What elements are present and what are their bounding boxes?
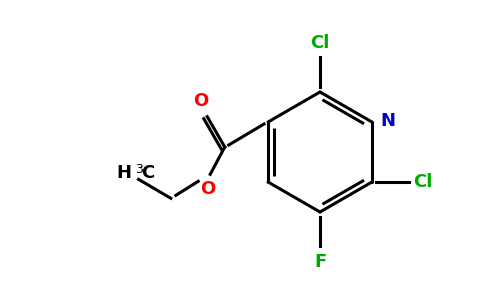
Text: F: F — [314, 253, 326, 271]
Text: O: O — [194, 92, 209, 110]
Text: Cl: Cl — [310, 34, 330, 52]
Text: H: H — [117, 164, 132, 182]
Text: O: O — [200, 180, 216, 198]
Text: Cl: Cl — [413, 173, 432, 191]
Text: C: C — [141, 164, 155, 182]
Text: N: N — [380, 112, 395, 130]
Text: 3: 3 — [136, 163, 143, 176]
